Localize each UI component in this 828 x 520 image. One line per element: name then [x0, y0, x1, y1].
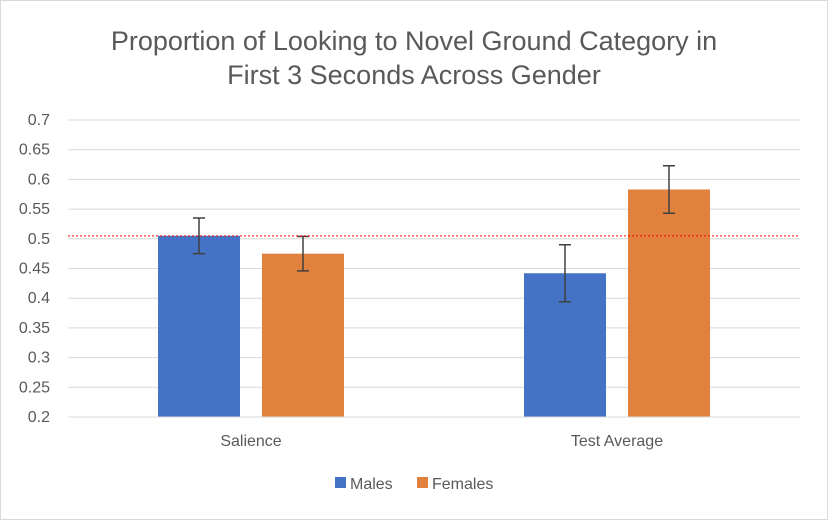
y-tick-label: 0.5 [28, 231, 50, 248]
y-tick-label: 0.55 [19, 201, 50, 218]
y-tick-label: 0.2 [28, 409, 50, 426]
y-tick-label: 0.65 [19, 142, 50, 159]
y-tick-label: 0.45 [19, 261, 50, 278]
bar-females-1 [262, 253, 344, 417]
bar-females-2 [628, 189, 710, 417]
legend-swatch-males [335, 477, 346, 488]
legend-swatch-females [417, 477, 428, 488]
legend-label-females: Females [432, 476, 493, 493]
chart-title-line-1: Proportion of Looking to Novel Ground Ca… [110, 26, 718, 56]
legend-label-males: Males [350, 476, 393, 493]
y-tick-label: 0.6 [28, 171, 50, 188]
chart-title-line-2: First 3 Seconds Across Gender [227, 60, 601, 90]
y-tick-label: 0.25 [19, 379, 50, 396]
y-tick-label: 0.7 [28, 112, 50, 129]
x-category-label: Test Average [571, 433, 663, 450]
y-tick-label: 0.3 [28, 350, 50, 367]
x-category-label: Salience [220, 433, 281, 450]
bar-males-1 [158, 235, 240, 417]
y-tick-label: 0.4 [28, 290, 50, 307]
y-tick-label: 0.35 [19, 320, 50, 337]
